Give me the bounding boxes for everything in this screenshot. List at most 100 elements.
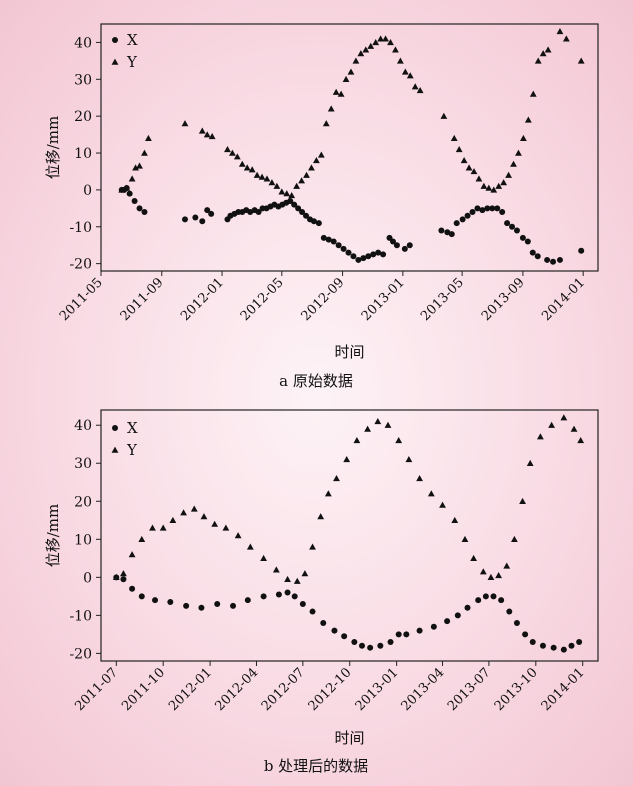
data-point — [310, 218, 317, 225]
data-point — [325, 236, 332, 243]
data-point — [317, 513, 325, 520]
data-point — [430, 623, 437, 630]
data-point — [438, 227, 445, 234]
data-point — [562, 35, 570, 42]
data-point — [416, 627, 423, 634]
data-point — [440, 112, 448, 119]
data-point — [470, 554, 478, 562]
data-point — [126, 190, 133, 197]
legend-marker — [111, 58, 119, 65]
data-point — [396, 57, 404, 64]
data-point — [123, 184, 131, 191]
data-point — [350, 253, 357, 260]
data-point — [479, 207, 486, 214]
y-tick-label: 40 — [74, 35, 92, 51]
data-point — [351, 638, 358, 645]
data-point — [275, 591, 282, 598]
data-point — [479, 568, 487, 575]
data-point — [461, 535, 469, 543]
x-tick-label: 2012-09 — [299, 275, 348, 324]
data-point — [578, 247, 585, 254]
x-tick-label: 2012-01 — [178, 275, 227, 324]
data-point — [389, 238, 396, 245]
data-point — [284, 589, 291, 596]
data-point — [234, 532, 242, 539]
plot-frame — [100, 409, 599, 662]
y-tick-label: 10 — [74, 532, 92, 548]
data-point — [489, 205, 496, 212]
y-tick-label: 30 — [74, 72, 92, 88]
data-point — [577, 437, 585, 444]
data-point — [475, 175, 483, 182]
data-point — [243, 164, 251, 171]
data-point — [387, 39, 394, 46]
data-point — [529, 638, 536, 645]
data-point — [374, 418, 382, 425]
x-tick-label: 2014-01 — [539, 665, 588, 714]
data-point — [211, 520, 219, 527]
data-point — [183, 602, 190, 609]
legend-marker — [112, 37, 118, 43]
y-tick-label: 0 — [83, 570, 92, 586]
data-point — [167, 599, 174, 606]
data-point — [387, 638, 394, 645]
data-point — [309, 608, 316, 615]
data-point — [246, 543, 254, 550]
data-point — [312, 157, 320, 164]
x-tick-label: 2013-01 — [359, 275, 408, 324]
data-point — [204, 207, 211, 214]
y-tick-label: 0 — [83, 183, 92, 199]
data-point — [568, 642, 575, 649]
data-point — [454, 612, 461, 619]
data-point — [169, 516, 177, 524]
y-tick-label: -10 — [69, 608, 92, 624]
data-point — [498, 597, 505, 604]
data-point — [490, 186, 498, 193]
legend-label: X — [127, 31, 138, 49]
legend-marker — [111, 446, 119, 453]
data-point — [384, 421, 392, 428]
legend-label: Y — [126, 441, 138, 459]
data-point — [283, 190, 291, 197]
data-point — [299, 600, 306, 607]
data-point — [503, 562, 511, 569]
data-point — [298, 177, 305, 184]
data-point — [534, 57, 542, 64]
data-point — [469, 209, 476, 216]
data-point — [214, 600, 221, 607]
data-point — [487, 573, 495, 581]
data-point — [320, 619, 327, 626]
data-point — [112, 573, 120, 581]
x-tick-label: 2012-07 — [259, 665, 308, 714]
data-point — [333, 475, 340, 482]
data-point — [138, 535, 146, 543]
data-point — [544, 256, 551, 263]
data-point — [291, 593, 298, 600]
data-point — [145, 134, 152, 142]
data-point — [484, 205, 491, 212]
x-tick-label: 2013-04 — [399, 665, 448, 714]
data-point — [248, 166, 256, 173]
data-point — [495, 182, 503, 189]
x-tick-label: 2011-10 — [119, 665, 168, 714]
data-point — [308, 164, 315, 171]
data-point — [159, 524, 167, 531]
data-point — [529, 249, 536, 256]
data-point — [494, 205, 501, 212]
data-point — [524, 238, 531, 245]
data-point — [515, 149, 522, 156]
data-point — [550, 644, 557, 651]
data-point — [524, 116, 532, 123]
data-point — [200, 513, 208, 520]
data-point — [377, 35, 385, 42]
data-point — [180, 509, 187, 516]
data-point — [118, 186, 126, 193]
data-point — [482, 593, 489, 600]
data-point — [464, 212, 471, 219]
data-point — [406, 242, 413, 249]
data-point — [181, 216, 188, 223]
data-point — [208, 133, 216, 140]
data-point — [513, 619, 520, 626]
data-point — [522, 631, 529, 638]
